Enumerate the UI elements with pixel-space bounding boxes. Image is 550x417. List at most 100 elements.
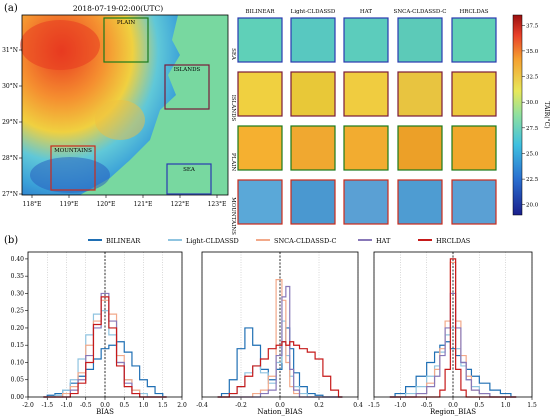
map-title: 2018-07-19-02:00(UTC) xyxy=(73,4,163,13)
colorbar-tick-label: 35.0 xyxy=(526,49,539,55)
series-bilinear xyxy=(389,341,517,398)
y-tick-label: 0.25 xyxy=(11,308,25,315)
comparison-tile[interactable] xyxy=(237,71,283,117)
legend-entry: Light-CLDASSD xyxy=(186,237,239,245)
y-tick-label: 0.35 xyxy=(11,273,25,280)
lon-tick-label: 120°E xyxy=(97,201,116,208)
x-tick-label: 0.4 xyxy=(353,402,363,409)
region-label-islands: ISLANDS xyxy=(174,67,201,73)
comparison-tile[interactable] xyxy=(397,179,443,225)
comparison-tile[interactable] xyxy=(451,179,497,225)
row-label: ISLANDS xyxy=(230,95,236,122)
x-tick-label: 2.0 xyxy=(177,402,187,409)
x-tick-label: -1.0 xyxy=(61,402,73,409)
x-tick-label: -0.5 xyxy=(80,402,92,409)
x-tick-label: 0.0 xyxy=(100,402,110,409)
colorbar: 37.5 35.0 32.5 30.0 27.5 25.0 22.5 20.0 TAIR(°C… xyxy=(512,14,550,216)
colorbar-label: TAIR(°C) xyxy=(543,101,550,128)
map-hot-zone xyxy=(20,20,100,70)
x-tick-label: -0.4 xyxy=(196,402,208,409)
y-tick-label: 0.05 xyxy=(11,377,25,384)
x-tick-label: 0.0 xyxy=(448,402,458,409)
method-label: HRCLDAS xyxy=(460,9,489,15)
comparison-tile[interactable] xyxy=(451,125,497,171)
legend-entry: SNCA-CLDASSD-C xyxy=(274,237,337,245)
method-label: HAT xyxy=(360,9,372,15)
region-box-plain[interactable] xyxy=(103,17,149,63)
comparison-tile[interactable] xyxy=(290,71,336,117)
region-label-sea: SEA xyxy=(183,167,196,173)
series-hrcldas xyxy=(43,296,167,398)
map-lat-axis: 31°N 30°N 29°N 28°N 27°N xyxy=(2,47,22,198)
y-tick-label: 0.00 xyxy=(11,394,25,401)
x-tick-label: -1.0 xyxy=(395,402,407,409)
x-tick-label: -2.0 xyxy=(22,402,34,409)
colorbar-tick-label: 22.5 xyxy=(526,177,539,183)
colorbar-tick-label: 20.0 xyxy=(526,203,539,209)
comparison-tile[interactable] xyxy=(290,17,336,63)
series-hrcldas xyxy=(217,341,343,398)
comparison-tile[interactable] xyxy=(343,125,389,171)
panel-a-label: (a) xyxy=(4,3,18,14)
plot-frame xyxy=(373,251,533,398)
comparison-tile[interactable] xyxy=(343,17,389,63)
bias-histograms: -2.0 -1.5 -1.0 -0.5 0.0 0.5 1.0 1.5 2.0 0.00 0.05 0… xyxy=(11,251,537,416)
region-label-plain: PLAIN xyxy=(117,20,135,26)
row-label: MOUNTAINS xyxy=(230,197,236,235)
method-label: BILINEAR xyxy=(246,9,276,15)
comparison-tile[interactable] xyxy=(290,179,336,225)
lat-tick-label: 27°N xyxy=(2,191,18,198)
histogram-3: -1.5 -1.0 -0.5 0.0 0.5 1.0 1.5 Region_BIAS xyxy=(368,251,537,416)
lon-tick-label: 122°E xyxy=(171,201,190,208)
colorbar-ticks: 37.5 35.0 32.5 30.0 27.5 25.0 22.5 20.0 xyxy=(522,23,539,209)
x-axis-label: Region_BIAS xyxy=(430,408,476,416)
row-label: PLAIN xyxy=(230,153,236,171)
comparison-tile[interactable] xyxy=(343,179,389,225)
comparison-tile[interactable] xyxy=(343,71,389,117)
lat-tick-label: 28°N xyxy=(2,155,18,162)
comparison-tile[interactable] xyxy=(451,17,497,63)
x-tick-label: 1.5 xyxy=(527,402,537,409)
y-tick-label: 0.20 xyxy=(11,325,25,332)
y-tick-label: 0.10 xyxy=(11,359,25,366)
comparison-tile[interactable] xyxy=(397,17,443,63)
map-frame xyxy=(21,14,229,196)
colorbar-tick-label: 30.0 xyxy=(526,100,539,106)
comparison-tile[interactable] xyxy=(237,179,283,225)
plot-frame xyxy=(201,251,359,398)
comparison-tile[interactable] xyxy=(397,71,443,117)
region-box-sea[interactable] xyxy=(166,163,212,195)
x-tick-label: 0.2 xyxy=(314,402,324,409)
x-tick-label: -0.5 xyxy=(421,402,433,409)
method-label: Light-CLDASSD xyxy=(291,9,336,15)
x-tick-label: 1.5 xyxy=(158,402,168,409)
comparison-tile[interactable] xyxy=(290,125,336,171)
region-box-mountains[interactable] xyxy=(50,145,96,191)
region-box-islands[interactable] xyxy=(164,64,210,110)
comparison-tile[interactable] xyxy=(237,17,283,63)
x-tick-label: 1.0 xyxy=(139,402,149,409)
x-axis-label: Nation_BIAS xyxy=(257,408,303,416)
method-label: SNCA-CLDASSD-C xyxy=(394,9,447,15)
comparison-tile[interactable] xyxy=(397,125,443,171)
comparison-tile[interactable] xyxy=(451,71,497,117)
y-tick-label: 0.30 xyxy=(11,290,25,297)
x-tick-label: -1.5 xyxy=(41,402,53,409)
colorbar-tick-label: 37.5 xyxy=(526,23,539,29)
lon-tick-label: 119°E xyxy=(60,201,79,208)
lat-tick-label: 31°N xyxy=(2,47,18,54)
map-warm-zone xyxy=(95,100,145,140)
legend: BILINEAR Light-CLDASSD SNCA-CLDASSD-C HAT HR… xyxy=(88,237,470,245)
x-tick-label: 0.0 xyxy=(275,402,285,409)
x-tick-label: 0.5 xyxy=(119,402,129,409)
x-tick-label: 0.5 xyxy=(475,402,485,409)
lat-tick-label: 30°N xyxy=(2,83,18,90)
lon-tick-label: 118°E xyxy=(23,201,42,208)
colorbar-tick-label: 32.5 xyxy=(526,75,539,81)
main-map xyxy=(20,14,229,196)
x-axis-label: BIAS xyxy=(96,408,114,416)
comparison-tile[interactable] xyxy=(237,125,283,171)
map-lon-axis: 118°E 119°E 120°E 121°E 122°E 123°E xyxy=(23,195,226,208)
legend-entry: HAT xyxy=(376,237,391,245)
region-boxes: PLAIN ISLANDS MOUNTAINS SEA xyxy=(50,17,212,195)
